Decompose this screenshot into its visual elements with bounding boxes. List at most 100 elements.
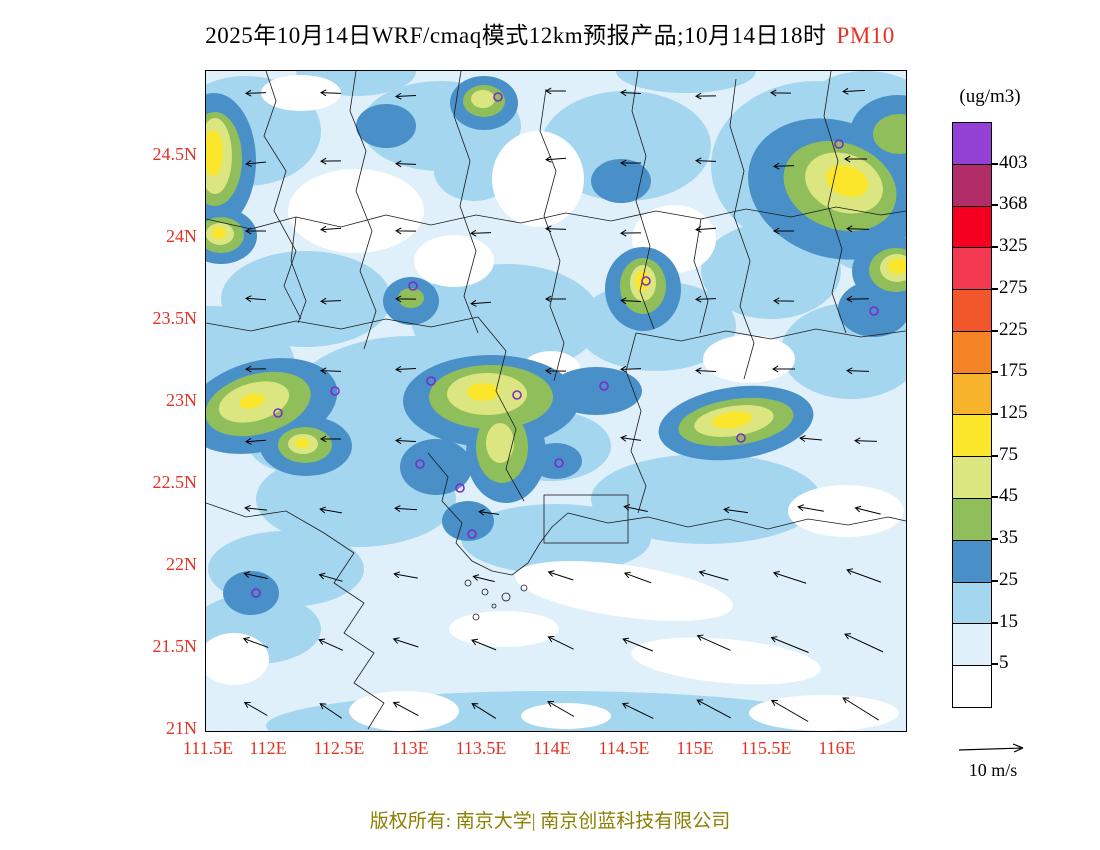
- wind-arrow: [772, 227, 794, 235]
- admin-boundary: [206, 316, 479, 332]
- wind-arrow: [846, 367, 870, 375]
- colorbar-tick: [991, 496, 998, 499]
- lon-tick-label: 111.5E: [182, 738, 234, 758]
- wind-arrow: [695, 225, 717, 233]
- contour-patch: [838, 281, 906, 337]
- forecast-map: [205, 70, 907, 732]
- contour-patch: [492, 131, 584, 227]
- colorbar-block: [953, 206, 991, 249]
- wind-arrow: [243, 701, 268, 716]
- city-marker: [467, 529, 477, 539]
- lat-tick-label: 24N: [166, 226, 197, 246]
- contour-patch: [616, 71, 756, 93]
- wind-arrow: [620, 365, 642, 373]
- contour-patch: [703, 335, 795, 383]
- admin-boundary: [427, 452, 569, 576]
- lat-tick-label: 23.5N: [152, 308, 198, 328]
- wind-arrow: [698, 569, 729, 581]
- wind-arrow: [244, 504, 267, 512]
- city-marker: [408, 281, 418, 291]
- contour-patch: [206, 130, 223, 176]
- admin-boundary: [823, 71, 847, 334]
- wind-arrow: [772, 297, 795, 305]
- city-marker: [641, 276, 651, 286]
- wind-arrow: [696, 699, 732, 719]
- admin-boundary: [565, 206, 906, 222]
- wind-arrow: [770, 699, 809, 722]
- title-main: 2025年10月14日WRF/cmaq模式12km预报产品;10月14日18时: [205, 23, 827, 48]
- lon-tick-label: 113E: [391, 738, 429, 758]
- colorbar-value-label: 403: [999, 151, 1028, 173]
- title-pollutant: PM10: [836, 23, 895, 48]
- colorbar-block: [953, 123, 991, 165]
- wind-arrow: [843, 155, 867, 163]
- colorbar-block: [953, 540, 991, 583]
- wind-arrow: [547, 570, 574, 581]
- contour-patch: [398, 288, 424, 308]
- city-marker: [493, 92, 503, 102]
- contour-patch: [206, 633, 269, 685]
- wind-arrow: [544, 367, 567, 375]
- contour-patch: [356, 104, 416, 148]
- colorbar-tick: [991, 413, 998, 415]
- colorbar-block: [953, 331, 991, 374]
- contour-patch: [449, 611, 559, 647]
- admin-boundary: [625, 332, 647, 514]
- contour-patch: [471, 90, 495, 108]
- wind-arrow: [544, 295, 566, 303]
- lon-tick-label: 112E: [249, 738, 287, 758]
- lon-tick-label: 116E: [818, 738, 856, 758]
- city-marker: [512, 390, 522, 400]
- wind-arrow: [478, 508, 499, 516]
- wind-arrow: [470, 299, 492, 307]
- contour-patch: [515, 561, 733, 621]
- colorbar-block: [953, 624, 991, 667]
- contour-patch: [295, 438, 309, 448]
- wind-arrow: [245, 437, 267, 445]
- inset-box: [543, 494, 629, 544]
- colorbar-block: [953, 248, 991, 291]
- wind-arrow: [395, 160, 417, 168]
- lon-tick-label: 115.5E: [740, 738, 792, 758]
- wind-arrow: [773, 162, 795, 170]
- wind-arrow: [394, 227, 417, 235]
- colorbar: [952, 122, 992, 708]
- wind-arrow: [842, 87, 866, 95]
- colorbar-tick: [991, 663, 998, 666]
- wind-arrow: [245, 89, 267, 97]
- wind-arrow: [770, 636, 809, 653]
- colorbar-tick: [991, 621, 998, 624]
- city-marker: [330, 386, 340, 396]
- colorbar-value-label: 175: [999, 360, 1028, 382]
- lat-tick-label: 23N: [166, 390, 197, 410]
- wind-arrow: [799, 435, 823, 442]
- lat-tick-label: 24.5N: [152, 144, 198, 164]
- wind-arrow: [320, 89, 342, 97]
- wind-arrow: [393, 571, 418, 579]
- lon-tick-label: 112.5E: [313, 738, 365, 758]
- city-marker: [455, 483, 465, 493]
- contour-patch: [467, 383, 499, 401]
- wind-reference-label: 10 m/s: [968, 760, 1018, 780]
- city-marker: [599, 381, 609, 391]
- colorbar-tick: [991, 538, 998, 541]
- concentration-field-svg: [206, 71, 906, 731]
- admin-boundary: [349, 71, 377, 350]
- city-marker: [869, 306, 879, 316]
- wind-arrow: [845, 295, 870, 303]
- colorbar-value-label: 15: [999, 610, 1018, 632]
- wind-arrow: [695, 157, 717, 165]
- colorbar-tick: [991, 579, 998, 582]
- wind-arrow: [623, 504, 648, 512]
- wind-arrow: [620, 434, 641, 442]
- wind-arrow: [319, 157, 342, 165]
- colorbar-value-label: 225: [999, 318, 1028, 340]
- wind-arrow: [547, 700, 575, 717]
- wind-arrow: [844, 633, 884, 653]
- lat-tick-label: 21.5N: [152, 636, 198, 656]
- contour-patch: [591, 159, 651, 203]
- wind-arrow: [243, 571, 268, 579]
- colorbar-block: [953, 582, 991, 625]
- colorbar-value-label: 325: [999, 235, 1028, 257]
- wind-arrow: [622, 637, 654, 652]
